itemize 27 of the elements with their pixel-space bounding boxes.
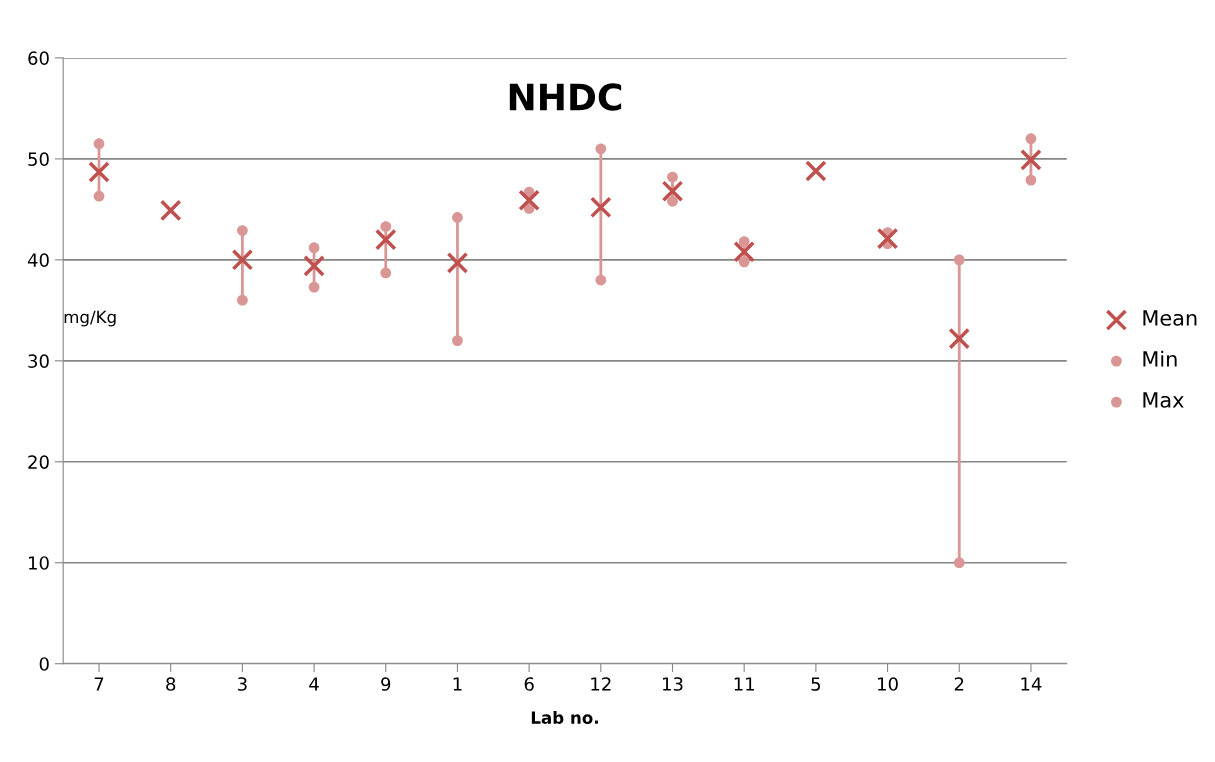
y-tick-label: 10 [28, 556, 49, 570]
y-tick-label: 0 [39, 657, 49, 671]
x-tick-label: 5 [811, 677, 821, 691]
y-axis-title: mg/Kg [64, 310, 116, 327]
x-tick-label: 10 [878, 677, 898, 691]
legend-label: Max [1143, 392, 1184, 408]
y-tick-label: 50 [28, 152, 49, 166]
y-tick-label: 30 [28, 354, 49, 368]
x-tick-label: 13 [663, 677, 683, 691]
legend-label: Min [1143, 350, 1177, 367]
legend-label: Mean [1143, 310, 1197, 326]
x-tick-label: 1 [453, 677, 462, 691]
y-tick-label: 20 [28, 455, 49, 469]
x-tick-label: 12 [591, 677, 611, 691]
x-tick-label: 11 [734, 677, 755, 691]
x-tick-label: 9 [381, 677, 391, 691]
x-tick-label: 14 [1021, 677, 1042, 691]
x-tick-label: 8 [166, 677, 176, 691]
x-tick-label: 4 [309, 677, 319, 691]
x-axis-title: Lab no. [531, 711, 598, 724]
x-tick-label: 3 [238, 677, 247, 691]
x-tick-label: 2 [954, 677, 964, 691]
y-tick-label: 60 [28, 51, 49, 66]
x-tick-label: 6 [524, 677, 534, 691]
text: NHDC [509, 83, 622, 111]
x-tick-label: 7 [94, 677, 104, 691]
y-tick-label: 40 [27, 253, 49, 267]
